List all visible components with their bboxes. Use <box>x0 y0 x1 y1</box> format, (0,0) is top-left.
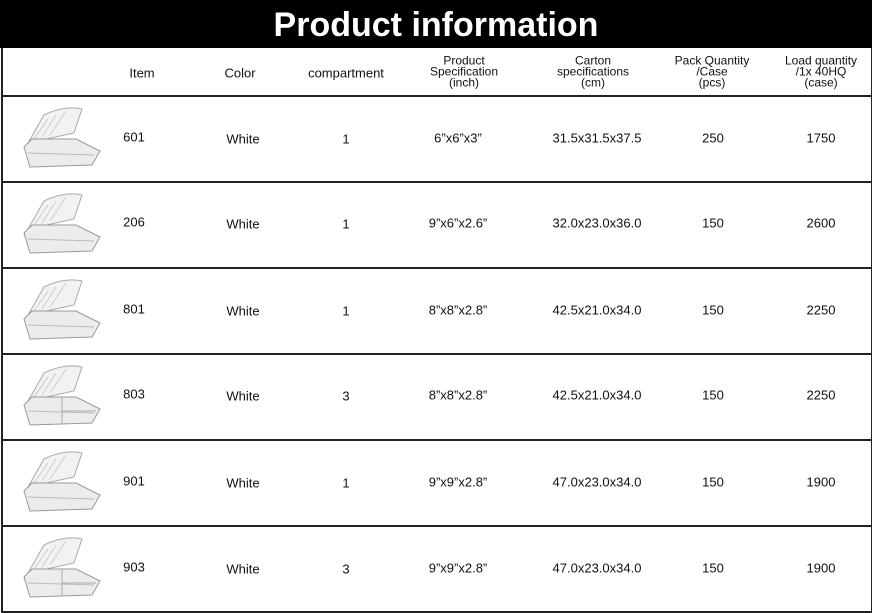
row-divider <box>1 353 871 355</box>
cell-spec: 6”x6”x3” <box>434 130 482 146</box>
cell-compartment: 1 <box>342 216 350 232</box>
cell-item: 601 <box>123 129 145 145</box>
cell-pack: 150 <box>702 302 724 318</box>
cell-color: White <box>226 388 260 404</box>
cell-item: 901 <box>123 473 145 489</box>
header-color: Color <box>224 65 256 81</box>
cell-compartment: 3 <box>342 388 350 404</box>
cell-load: 1750 <box>806 130 836 146</box>
header-line: /Case <box>696 64 728 79</box>
row-divider <box>1 525 871 527</box>
header-item: Item <box>129 65 155 81</box>
cell-carton: 42.5x21.0x34.0 <box>552 302 642 318</box>
cell-color: White <box>226 303 260 319</box>
header-line: (cm) <box>580 75 605 90</box>
cell-item: 801 <box>123 301 145 317</box>
product-image-clamshell-container <box>23 193 101 254</box>
row-divider <box>1 181 871 183</box>
header-line: Pack Quantity <box>674 53 750 68</box>
page-title: Product information <box>0 0 872 48</box>
cell-spec: 9”x9”x2.8” <box>428 474 488 490</box>
cell-pack: 150 <box>702 387 724 403</box>
cell-spec: 9”x6”x2.6” <box>428 215 488 231</box>
cell-pack: 150 <box>702 474 724 490</box>
header-line: (inch) <box>448 75 480 90</box>
cell-carton: 31.5x31.5x37.5 <box>552 130 642 146</box>
header-carton-spec: Carton specifications (cm) <box>556 53 630 90</box>
cell-pack: 250 <box>702 130 724 146</box>
product-image-clamshell-container-3-compartment <box>23 537 101 598</box>
row-divider <box>1 95 871 97</box>
row-divider <box>1 439 871 441</box>
header-line: (pcs) <box>698 75 726 90</box>
cell-color: White <box>226 216 260 232</box>
header-line: Load quantity <box>784 53 858 68</box>
header-line: Product <box>443 53 485 68</box>
header-compartment: compartment <box>308 65 384 81</box>
cell-color: White <box>226 131 260 147</box>
cell-load: 2600 <box>806 215 836 231</box>
cell-color: White <box>226 561 260 577</box>
header-load-qty: Load quantity /1x 40HQ (case) <box>784 53 858 90</box>
cell-carton: 47.0x23.0x34.0 <box>552 560 642 576</box>
cell-compartment: 1 <box>342 303 350 319</box>
row-divider <box>1 267 871 269</box>
cell-pack: 150 <box>702 215 724 231</box>
cell-load: 2250 <box>806 302 836 318</box>
header-line: /1x 40HQ <box>795 64 847 79</box>
cell-load: 1900 <box>806 474 836 490</box>
cell-load: 1900 <box>806 560 836 576</box>
product-image-clamshell-container <box>23 279 101 340</box>
cell-compartment: 1 <box>342 475 350 491</box>
cell-compartment: 1 <box>342 131 350 147</box>
product-image-clamshell-container-3-compartment <box>23 365 101 426</box>
header-product-spec: Product Specification (inch) <box>429 53 499 90</box>
header-line: Specification <box>429 64 499 79</box>
cell-item: 903 <box>123 559 145 575</box>
header-line: Carton <box>574 53 612 68</box>
cell-color: White <box>226 475 260 491</box>
cell-spec: 9”x9”x2.8” <box>428 560 488 576</box>
header-line: (case) <box>804 75 838 90</box>
product-image-clamshell-container <box>23 107 101 168</box>
header-pack-qty: Pack Quantity /Case (pcs) <box>674 53 750 90</box>
product-image-clamshell-container <box>23 451 101 512</box>
header-line: specifications <box>556 64 630 79</box>
cell-load: 2250 <box>806 387 836 403</box>
cell-item: 206 <box>123 214 145 230</box>
cell-spec: 8”x8”x2.8” <box>428 387 488 403</box>
cell-compartment: 3 <box>342 561 350 577</box>
cell-item: 803 <box>123 386 145 402</box>
cell-pack: 150 <box>702 560 724 576</box>
cell-carton: 32.0x23.0x36.0 <box>552 215 642 231</box>
cell-spec: 8”x8”x2.8” <box>428 302 488 318</box>
cell-carton: 47.0x23.0x34.0 <box>552 474 642 490</box>
cell-carton: 42.5x21.0x34.0 <box>552 387 642 403</box>
